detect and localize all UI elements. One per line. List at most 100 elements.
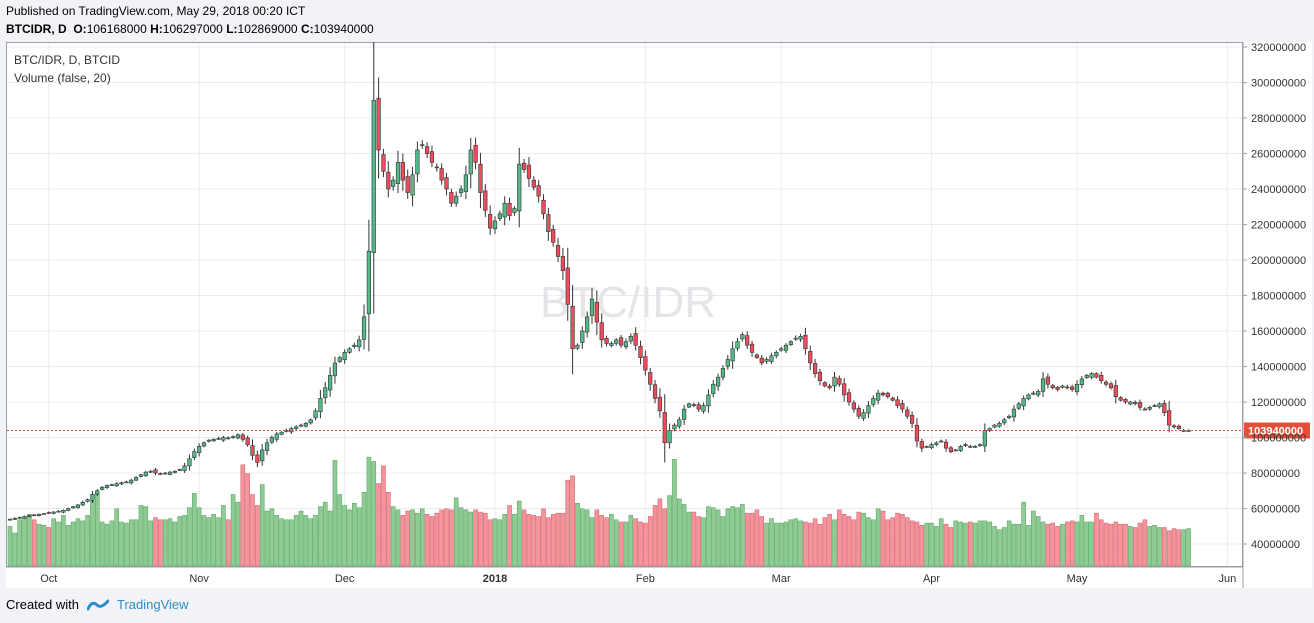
volume-bar [866,517,871,567]
volume-bar [967,521,973,567]
volume-bar [725,508,731,567]
candle-body [463,174,469,192]
candle-body [876,392,881,401]
candle-body [871,398,876,405]
candle-body [686,403,692,408]
y-tick-label: 200000000 [1251,255,1306,267]
candle-body [61,509,66,513]
volume-bar [672,458,677,567]
candle-body [182,465,187,471]
volume-bar [870,519,876,567]
tradingview-logo-icon[interactable] [86,598,109,612]
volume-bar [468,511,474,567]
candle-body [890,397,895,401]
volume-bar [36,523,42,567]
volume-bar [293,515,299,567]
volume-bar [1079,515,1085,567]
volume-bar [924,522,929,567]
volume-bar [706,506,711,567]
candle-body [599,322,604,341]
volume-bar [269,508,275,567]
candle-body [521,162,527,170]
candle-body [1070,386,1075,390]
volume-bar [507,505,512,567]
candle-body [822,382,827,387]
volume-bar [95,494,100,567]
last-price-line: 103940000 [7,422,1310,439]
volume-bar [691,511,697,567]
x-tick-labels: Oct Nov Dec 2018 Feb Mar Apr May Jun [40,573,1236,585]
candle-body [1104,381,1109,385]
candle-body [866,405,871,414]
plot-area[interactable] [6,42,1243,567]
candle-body [1147,407,1152,410]
candle-body [80,501,85,506]
candle-body [371,99,376,253]
volume-bar [75,518,81,567]
candle-body [517,163,522,212]
volume-bar [1166,530,1172,567]
y-tick-label: 300000000 [1251,78,1306,90]
volume-bar [1035,516,1041,567]
candle-body [143,471,148,476]
candle-body [357,339,362,348]
volume-bar [90,500,95,567]
volume-bar [502,513,508,567]
volume-bar [1123,523,1128,567]
y-tick-label: 260000000 [1251,149,1306,161]
volume-bar [773,522,779,567]
x-tick-label: Apr [923,573,940,585]
close-label: C: [300,22,314,36]
candle-body [861,412,866,419]
y-tick-label: 80000000 [1251,468,1300,480]
volume-bar [1074,521,1080,567]
volume-bar [972,522,978,567]
y-tick-label: 180000000 [1251,291,1306,303]
candle-body [274,433,279,440]
chart-svg[interactable]: BTC/IDR 103940000 3200000003000000002800… [6,31,1312,588]
candle-body [22,516,27,519]
volume-bar [337,494,343,567]
volume-bar [439,509,444,567]
candle-body [197,446,202,453]
price-axis[interactable] [1243,42,1312,588]
volume-bar [250,494,255,567]
candle-body [526,164,532,179]
time-axis[interactable] [6,567,1243,588]
volume-bar [536,516,541,567]
candle-body [473,144,478,163]
candle-body [17,517,22,519]
candle-body [458,188,464,194]
volume-bar [938,518,944,567]
candle-body [27,515,32,517]
candle-body [929,444,934,449]
candle-body [75,504,80,508]
volume-bar [201,515,207,567]
candle-body [541,199,546,215]
volume-bar [308,518,314,567]
volume-bar [332,460,338,567]
price-chart[interactable]: BTC/IDR 103940000 320000000 300000000 2800… [6,31,1312,588]
volume-bar [613,519,619,567]
volume-bar [395,509,401,567]
volume-bar [192,493,197,567]
candle-body [715,376,721,387]
volume-bar [803,521,808,567]
volume-bar [245,473,250,567]
candle-body [759,357,764,364]
volume-bar [1065,521,1070,567]
volume-bar [240,464,246,567]
tradingview-link[interactable]: TradingView [116,597,189,612]
candle-body [754,354,759,358]
volume-bar [1152,524,1157,567]
candle-body [570,305,575,350]
candle-body [725,359,730,367]
volume-bar [793,518,799,567]
candle-body [313,410,318,419]
volume-bar [211,513,216,567]
candle-body [623,341,629,348]
symbol-label: BTCIDR, D [6,22,67,36]
volume-bar [1084,521,1089,567]
candle-body [342,351,347,360]
volume-bar [715,509,721,567]
